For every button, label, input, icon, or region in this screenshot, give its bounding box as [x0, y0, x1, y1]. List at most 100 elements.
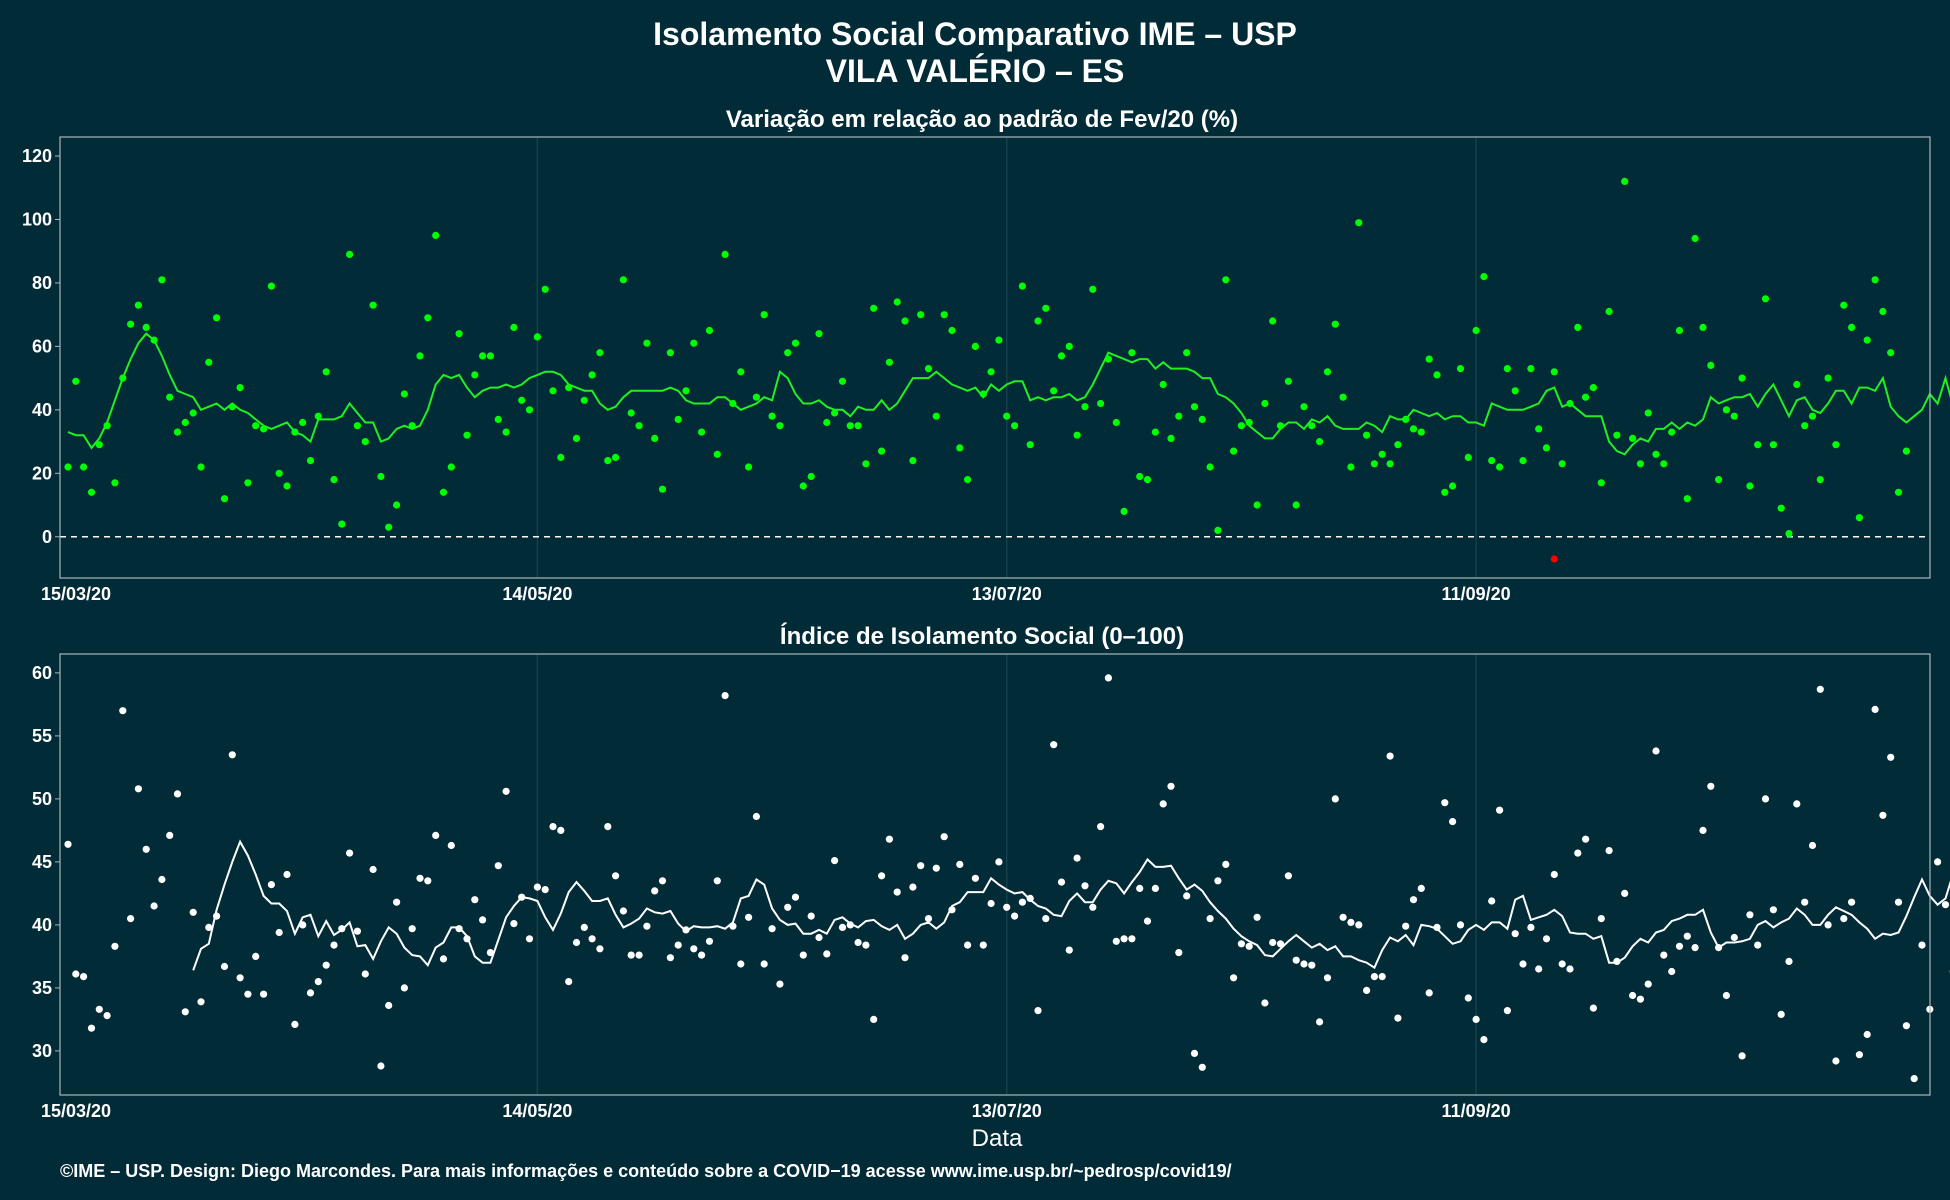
data-point	[1136, 884, 1144, 893]
data-point	[1769, 441, 1777, 449]
data-point	[1910, 1075, 1918, 1083]
data-point	[729, 399, 737, 408]
variation-panel-border	[59, 136, 1931, 579]
data-point	[541, 285, 549, 293]
data-point	[752, 393, 761, 401]
data-point	[619, 276, 628, 284]
data-point	[64, 463, 72, 471]
data-point	[181, 1008, 189, 1016]
data-point	[189, 908, 197, 916]
data-point	[1574, 849, 1582, 857]
data-point	[1449, 818, 1457, 826]
y-tick-label: 45	[32, 852, 52, 872]
data-point	[95, 441, 103, 449]
variation-x-axis: 15/03/20 14/05/20 13/07/20 11/09/20	[41, 584, 1511, 604]
data-point	[1605, 847, 1613, 855]
data-point	[150, 336, 158, 344]
data-point	[1245, 942, 1253, 950]
data-point	[635, 951, 643, 959]
data-point	[1331, 795, 1339, 803]
variation-y-axis: 0 20 40 60 80 100 120	[22, 146, 60, 547]
data-point	[1589, 1004, 1597, 1012]
data-point	[1276, 940, 1285, 948]
data-point	[979, 390, 987, 398]
data-point	[1284, 377, 1292, 385]
data-point	[948, 326, 956, 335]
data-point	[408, 422, 416, 430]
data-point	[330, 476, 338, 484]
data-point	[924, 915, 933, 923]
data-point	[784, 349, 792, 357]
data-point	[658, 877, 667, 885]
data-point	[510, 920, 518, 928]
data-point	[80, 463, 88, 471]
data-point	[432, 831, 440, 840]
data-point	[1339, 393, 1347, 401]
data-point	[1832, 441, 1840, 449]
data-point	[479, 916, 487, 924]
chart-subtitle: VILA VALÉRIO – ES	[826, 53, 1125, 89]
data-point	[1183, 349, 1191, 357]
data-point	[1378, 973, 1386, 981]
y-tick-label: 40	[32, 400, 52, 420]
data-point	[838, 377, 847, 385]
data-point	[1323, 974, 1332, 982]
data-point	[1011, 912, 1019, 920]
data-point	[596, 349, 604, 357]
data-point	[1065, 342, 1073, 350]
data-point	[1519, 960, 1527, 968]
data-point	[1558, 960, 1566, 968]
data-point	[1621, 177, 1629, 185]
data-point	[64, 840, 72, 848]
data-point	[1214, 526, 1222, 535]
y-tick-label: 40	[32, 915, 52, 935]
data-point	[971, 342, 980, 350]
data-point	[690, 945, 698, 953]
data-point	[134, 785, 142, 793]
data-point	[1409, 896, 1418, 904]
data-point	[1793, 800, 1801, 808]
data-point	[831, 409, 839, 417]
data-point	[1715, 476, 1723, 484]
data-point	[1230, 447, 1238, 455]
data-point	[705, 937, 714, 945]
data-point	[1871, 276, 1879, 284]
data-point	[103, 422, 111, 430]
data-point	[1668, 428, 1676, 436]
data-point	[885, 358, 894, 366]
data-point	[643, 339, 651, 347]
data-point	[510, 323, 518, 331]
data-point	[486, 352, 494, 360]
data-point	[1143, 476, 1152, 484]
x-tick-label: 11/09/20	[1442, 1101, 1511, 1121]
data-point	[635, 422, 643, 430]
data-point	[791, 893, 800, 901]
data-point	[1120, 935, 1128, 943]
data-point	[932, 412, 940, 420]
data-point	[1308, 961, 1316, 969]
data-point	[901, 317, 909, 325]
data-point	[1613, 957, 1621, 966]
data-point	[964, 941, 972, 949]
data-point	[1871, 705, 1879, 714]
data-point	[1104, 355, 1112, 363]
chart-title: Isolamento Social Comparativo IME – USP	[653, 16, 1297, 52]
data-point	[518, 893, 526, 901]
data-point	[1894, 488, 1903, 496]
data-point	[1535, 425, 1543, 433]
data-point	[306, 457, 315, 465]
data-point	[1801, 898, 1809, 906]
data-point	[377, 1062, 385, 1070]
data-point	[330, 941, 338, 949]
data-point	[1644, 409, 1652, 417]
data-point	[479, 352, 487, 360]
data-point	[1347, 918, 1355, 927]
data-point	[1198, 1063, 1206, 1071]
data-point	[1347, 463, 1355, 471]
data-point	[995, 336, 1003, 344]
data-point	[1112, 418, 1120, 427]
data-point	[768, 412, 776, 420]
data-point	[987, 368, 995, 376]
data-point	[1402, 922, 1410, 930]
data-point	[878, 872, 886, 880]
